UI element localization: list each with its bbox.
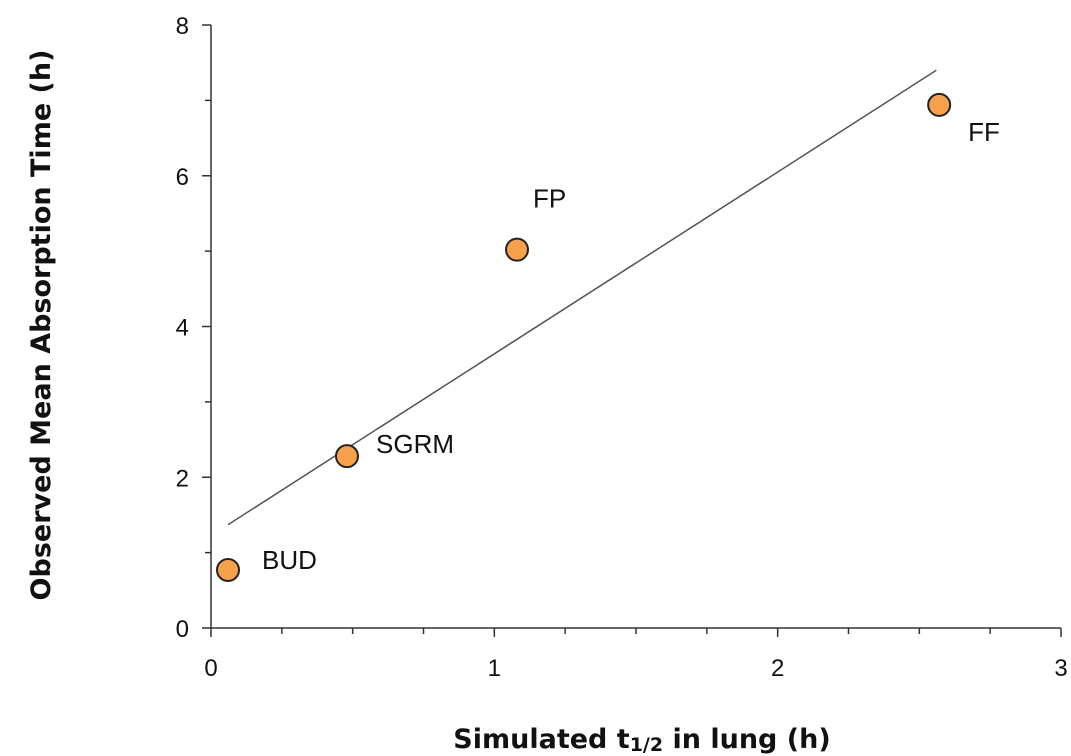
x-tick-label: 2	[771, 655, 784, 682]
x-tick-label: 1	[488, 655, 501, 682]
ticks: 0 2 4 6 8 0 1 2 3	[176, 13, 1068, 682]
point-label-ff: FF	[968, 117, 1000, 147]
x-tick-label: 0	[204, 655, 217, 682]
data-point-sgrm	[335, 444, 359, 469]
x-axis-title-subscript: 1/2	[630, 734, 663, 756]
x-axis-title-main: Simulated t	[453, 724, 629, 755]
y-tick-label: 0	[176, 616, 189, 643]
point-label-sgrm: SGRM	[376, 429, 454, 459]
x-axis-title-rest: in lung (h)	[663, 724, 831, 755]
x-tick-label: 3	[1054, 655, 1067, 682]
trendline-group	[227, 69, 937, 526]
y-tick-label: 2	[176, 465, 189, 492]
point-labels-group: BUD SGRM FP FF	[262, 117, 1000, 575]
point-label-bud: BUD	[262, 545, 317, 575]
trendline	[227, 69, 937, 526]
point-label-fp: FP	[533, 184, 566, 214]
data-point-bud	[216, 557, 240, 582]
y-axis-title: Observed Mean Absorption Time (h)	[26, 50, 57, 601]
points-group	[216, 92, 952, 582]
x-axis-title: Simulated t1/2 in lung (h)	[453, 724, 830, 756]
data-point-ff	[927, 92, 952, 117]
data-point-fp	[505, 237, 529, 262]
y-tick-label: 4	[176, 315, 189, 342]
y-tick-label: 6	[176, 164, 189, 191]
y-tick-label: 8	[176, 13, 189, 40]
